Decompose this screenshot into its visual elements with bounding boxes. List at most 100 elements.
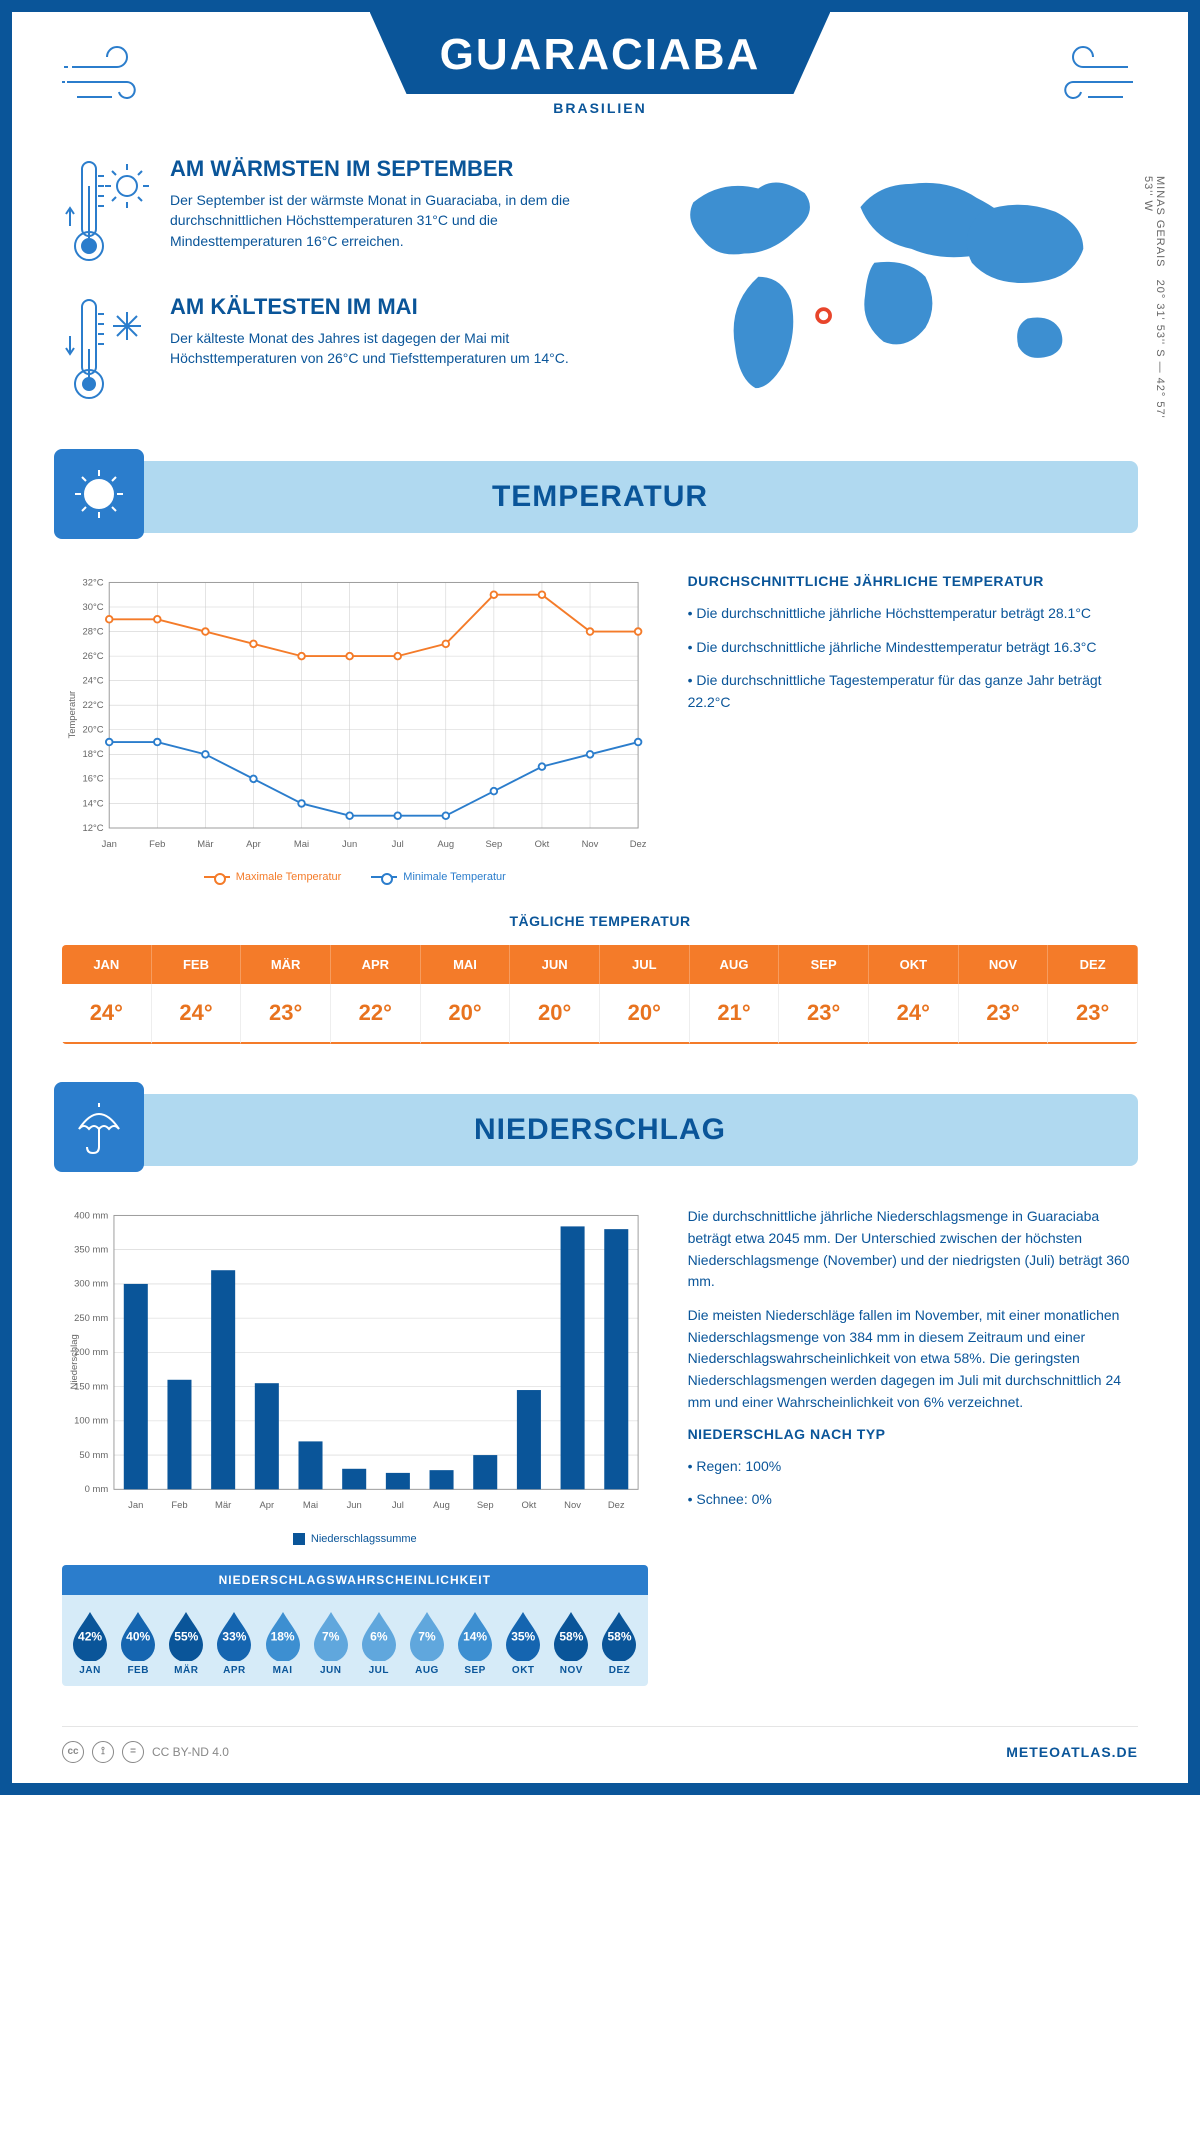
svg-text:Nov: Nov [564, 1501, 581, 1512]
daily-table-value: 23° [959, 984, 1049, 1044]
precip-probability-item: 55%MÄR [162, 1609, 210, 1676]
svg-text:Apr: Apr [246, 839, 261, 850]
daily-table-header: OKT [869, 945, 959, 984]
svg-text:Mär: Mär [197, 839, 213, 850]
daily-table-value: 23° [779, 984, 869, 1044]
thermometer-snow-icon [62, 294, 152, 404]
fact-warmest-body: Der September ist der wärmste Monat in G… [170, 190, 580, 251]
by-icon: ⟟ [92, 1741, 114, 1763]
umbrella-icon [54, 1082, 144, 1172]
daily-table-header: JUL [600, 945, 690, 984]
page-subtitle: BRASILIEN [62, 100, 1138, 116]
daily-table-value: 22° [331, 984, 421, 1044]
svg-text:0 mm: 0 mm [85, 1484, 109, 1495]
svg-text:16°C: 16°C [82, 774, 103, 785]
temp-summary-item: Die durchschnittliche jährliche Mindestt… [688, 637, 1138, 659]
legend-precip-sum: Niederschlagssumme [293, 1533, 417, 1545]
precip-by-type-list: Regen: 100% Schnee: 0% [688, 1456, 1138, 1511]
daily-table-value: 20° [600, 984, 690, 1044]
section-banner-temperature: TEMPERATUR [62, 461, 1138, 533]
svg-text:Jun: Jun [342, 839, 357, 850]
precip-by-type-item: Regen: 100% [688, 1456, 1138, 1478]
section-banner-precip: NIEDERSCHLAG [62, 1094, 1138, 1166]
daily-temp-table: JANFEBMÄRAPRMAIJUNJULAUGSEPOKTNOVDEZ24°2… [62, 945, 1138, 1044]
svg-text:12°C: 12°C [82, 823, 103, 834]
svg-text:Okt: Okt [522, 1501, 537, 1512]
precip-by-type-title: NIEDERSCHLAG NACH TYP [688, 1426, 1138, 1442]
precip-probability-title: NIEDERSCHLAGSWAHRSCHEINLICHKEIT [62, 1565, 648, 1595]
svg-text:32°C: 32°C [82, 577, 103, 588]
precip-probability-item: 58%DEZ [595, 1609, 643, 1676]
svg-text:22°C: 22°C [82, 700, 103, 711]
precip-probability-item: 33%APR [210, 1609, 258, 1676]
precip-probability-item: 42%JAN [66, 1609, 114, 1676]
daily-table-header: FEB [152, 945, 242, 984]
fact-coldest-body: Der kälteste Monat des Jahres ist dagege… [170, 328, 580, 369]
svg-text:Jun: Jun [347, 1501, 362, 1512]
temp-summary-item: Die durchschnittliche Tagestemperatur fü… [688, 670, 1138, 713]
svg-text:30°C: 30°C [82, 602, 103, 613]
svg-text:100 mm: 100 mm [74, 1416, 108, 1427]
svg-text:Mai: Mai [294, 839, 309, 850]
page-header: GUARACIABA BRASILIEN [62, 52, 1138, 116]
svg-text:Jul: Jul [392, 1501, 404, 1512]
precip-summary-paragraph: Die durchschnittliche jährliche Niedersc… [688, 1206, 1138, 1293]
thermometer-sun-icon [62, 156, 152, 266]
precip-probability-item: 40%FEB [114, 1609, 162, 1676]
cc-icon: cc [62, 1741, 84, 1763]
precip-probability-item: 18%MAI [259, 1609, 307, 1676]
precip-by-type-item: Schnee: 0% [688, 1489, 1138, 1511]
svg-text:Jul: Jul [392, 839, 404, 850]
svg-text:Temperatur: Temperatur [67, 691, 78, 739]
daily-table-value: 23° [1048, 984, 1138, 1044]
svg-text:Feb: Feb [149, 839, 165, 850]
precip-probability-item: 35%OKT [499, 1609, 547, 1676]
world-map [620, 156, 1138, 416]
svg-text:14°C: 14°C [82, 798, 103, 809]
sun-icon [54, 449, 144, 539]
daily-table-value: 21° [690, 984, 780, 1044]
daily-table-header: JUN [510, 945, 600, 984]
temp-summary-list: Die durchschnittliche jährliche Höchstte… [688, 603, 1138, 714]
svg-text:50 mm: 50 mm [79, 1450, 108, 1461]
svg-text:300 mm: 300 mm [74, 1279, 108, 1290]
daily-table-value: 23° [241, 984, 331, 1044]
svg-text:Jan: Jan [128, 1501, 143, 1512]
svg-text:Jan: Jan [102, 839, 117, 850]
map-coords-label: MINAS GERAIS 20° 31' 53'' S — 42° 57' 53… [1142, 176, 1166, 421]
precip-probability-row: 42%JAN40%FEB55%MÄR33%APR18%MAI7%JUN6%JUL… [62, 1595, 648, 1686]
footer-license: cc ⟟ = CC BY-ND 4.0 [62, 1741, 229, 1763]
svg-text:Feb: Feb [171, 1501, 187, 1512]
precip-probability-item: 7%JUN [307, 1609, 355, 1676]
svg-text:Niederschlag: Niederschlag [69, 1335, 80, 1390]
svg-text:26°C: 26°C [82, 651, 103, 662]
svg-text:24°C: 24°C [82, 675, 103, 686]
temp-side-title: DURCHSCHNITTLICHE JÄHRLICHE TEMPERATUR [688, 573, 1138, 589]
fact-warmest-title: AM WÄRMSTEN IM SEPTEMBER [170, 156, 580, 182]
svg-text:Dez: Dez [630, 839, 647, 850]
section-title-temperature: TEMPERATUR [492, 480, 708, 514]
precipitation-bar-chart: 0 mm50 mm100 mm150 mm200 mm250 mm300 mm3… [62, 1206, 648, 1518]
precip-summary-paragraph: Die meisten Niederschläge fallen im Nove… [688, 1305, 1138, 1413]
daily-temp-title: TÄGLICHE TEMPERATUR [62, 913, 1138, 929]
daily-table-value: 20° [421, 984, 511, 1044]
svg-text:18°C: 18°C [82, 749, 103, 760]
daily-table-header: AUG [690, 945, 780, 984]
svg-text:Nov: Nov [582, 839, 599, 850]
legend-min-temp: Minimale Temperatur [371, 871, 506, 883]
fact-coldest: AM KÄLTESTEN IM MAI Der kälteste Monat d… [62, 294, 580, 404]
wind-icon [1028, 42, 1138, 122]
legend-max-temp: Maximale Temperatur [204, 871, 342, 883]
daily-table-header: NOV [959, 945, 1049, 984]
svg-text:Dez: Dez [608, 1501, 625, 1512]
precip-probability-item: 14%SEP [451, 1609, 499, 1676]
precip-probability-item: 6%JUL [355, 1609, 403, 1676]
svg-text:20°C: 20°C [82, 725, 103, 736]
daily-table-value: 24° [869, 984, 959, 1044]
temperature-line-chart: 12°C14°C16°C18°C20°C22°C24°C26°C28°C30°C… [62, 573, 648, 856]
svg-text:Apr: Apr [259, 1501, 274, 1512]
fact-warmest: AM WÄRMSTEN IM SEPTEMBER Der September i… [62, 156, 580, 266]
svg-text:Okt: Okt [535, 839, 550, 850]
svg-text:250 mm: 250 mm [74, 1313, 108, 1324]
svg-text:400 mm: 400 mm [74, 1211, 108, 1222]
